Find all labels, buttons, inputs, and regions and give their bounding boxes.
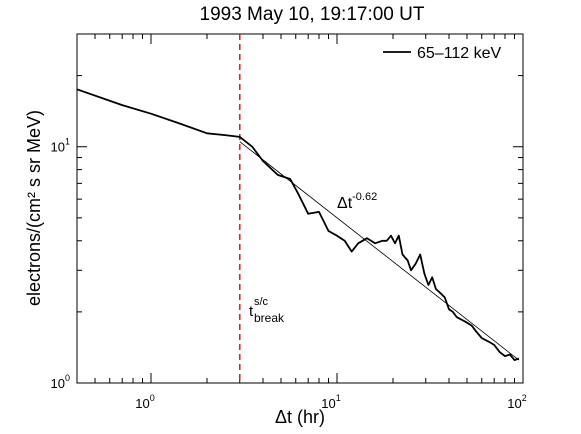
x-tick-labels: 100 101 102 <box>135 393 526 411</box>
break-annotation-subscript: break <box>254 311 285 325</box>
break-annotation-base: t <box>249 303 254 320</box>
chart-title: 1993 May 10, 19:17:00 UT <box>200 4 425 25</box>
break-annotation-superscript: s/c <box>254 296 269 308</box>
plot-area: 100 101 102 100 101 <box>51 33 527 411</box>
series-layer <box>76 88 520 362</box>
fit-annotation-base: Δt <box>337 195 353 212</box>
y-tick-label: 101 <box>51 137 70 155</box>
y-tick-label: 100 <box>51 373 70 391</box>
fit-annotation: Δt-0.62 <box>337 191 377 212</box>
legend: 65–112 keV <box>383 45 502 62</box>
x-axis-label: Δt (hr) <box>275 407 325 427</box>
plot-frame <box>76 33 524 384</box>
series-line-65-112-kev <box>76 88 520 362</box>
x-tick-label: 101 <box>321 393 340 411</box>
y-tick-labels: 100 101 <box>51 137 70 391</box>
fit-line <box>239 141 520 361</box>
fit-annotation-exponent: -0.62 <box>352 191 377 203</box>
x-tick-label: 102 <box>507 393 526 411</box>
break-annotation: t s/c break <box>249 296 285 325</box>
x-tick-label: 100 <box>135 393 154 411</box>
y-axis-label: electrons/(cm² s sr MeV) <box>24 110 44 306</box>
axis-ticks <box>76 33 524 384</box>
legend-label: 65–112 keV <box>417 45 502 62</box>
